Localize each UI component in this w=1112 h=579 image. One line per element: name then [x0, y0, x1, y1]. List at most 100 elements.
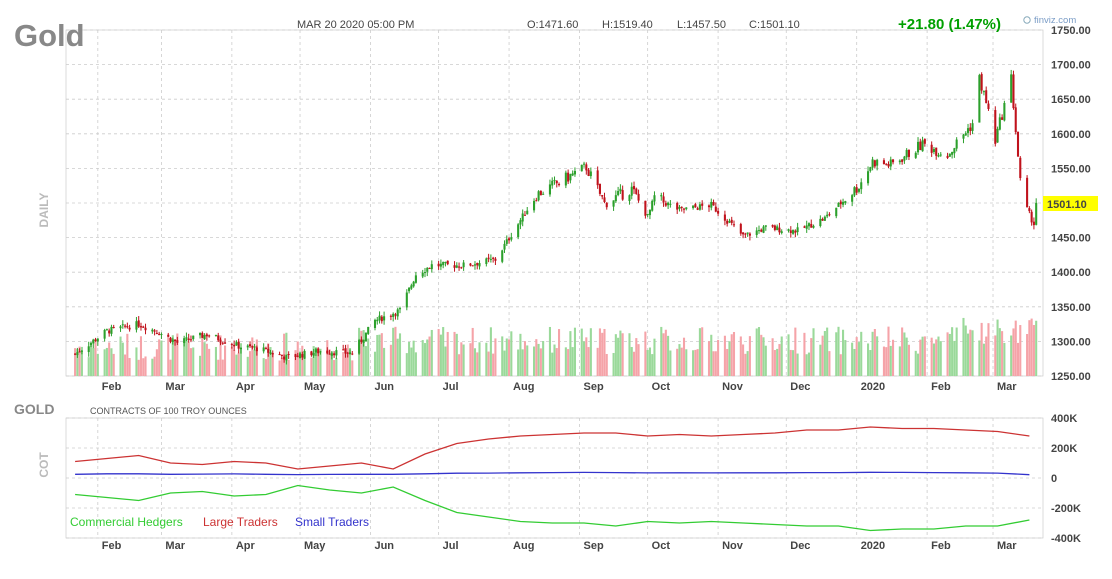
cot-tick-label: -400K [1051, 533, 1081, 545]
candle-body [426, 267, 429, 272]
volume-bar [137, 359, 140, 376]
price-tick-label: 1700.00 [1051, 60, 1091, 72]
volume-bar [453, 331, 456, 376]
candle-body [987, 103, 990, 109]
volume-bar [1026, 334, 1029, 376]
candle-body [614, 195, 617, 202]
volume-bar [930, 337, 933, 376]
volume-bar [898, 346, 901, 376]
candle-body [739, 224, 742, 234]
volume-bar [996, 319, 999, 376]
volume-bar [542, 341, 545, 376]
volume-bar [726, 348, 729, 376]
volume-bar [867, 343, 870, 376]
candle-body [635, 188, 638, 195]
candle-body [430, 264, 433, 270]
candle-body [119, 326, 122, 329]
candle-body [994, 110, 997, 144]
volume-bar [667, 335, 670, 376]
cot-subtitle: CONTRACTS OF 100 TROY OUNCES [90, 406, 247, 416]
candle-body [953, 148, 956, 154]
candle-body [192, 335, 195, 340]
candle-body [410, 285, 413, 289]
volume-bar [262, 358, 265, 376]
volume-bar [87, 357, 90, 376]
volume-bars [74, 317, 1038, 376]
candle-body [851, 195, 854, 202]
candle-body [969, 127, 972, 131]
cot-x-tick-label: Feb [102, 540, 122, 552]
volume-bar [287, 359, 290, 376]
volume-bar [644, 331, 647, 376]
volume-bar [551, 352, 554, 376]
candle-body [78, 351, 81, 353]
cot-x-tick-label: Mar [165, 540, 185, 552]
price-x-tick-label: May [304, 381, 326, 393]
candle-body [901, 159, 904, 162]
volume-bar [155, 349, 158, 376]
volume-bar [914, 350, 917, 376]
candle-body [812, 225, 815, 228]
volume-bar [789, 349, 792, 376]
volume-bar [487, 351, 490, 376]
candle-body [628, 195, 631, 201]
candle-body [889, 159, 892, 167]
volume-bar [844, 340, 847, 376]
volume-bar [732, 331, 736, 376]
volume-bar [680, 347, 683, 376]
candle-body [335, 350, 338, 356]
price-tick-label: 1350.00 [1051, 302, 1091, 314]
volume-bar [362, 330, 365, 376]
candle-body [508, 238, 511, 241]
candle-body [553, 179, 556, 181]
volume-bar [819, 344, 822, 376]
candle-body [712, 202, 715, 206]
volume-bar [269, 347, 272, 376]
candle-body [573, 170, 576, 175]
candle-body [748, 233, 751, 236]
volume-bar [714, 351, 717, 376]
volume-bar [901, 327, 904, 376]
candle-body [882, 160, 885, 165]
candle-body [1003, 102, 1006, 121]
candle-body [1010, 74, 1013, 103]
candle-body [96, 338, 99, 342]
volume-bar [871, 331, 874, 376]
volume-bar [682, 337, 686, 376]
volume-bar [503, 350, 506, 376]
volume-bar [535, 339, 538, 376]
candle-body [982, 91, 985, 93]
volume-bar [962, 317, 965, 376]
candle-body [326, 350, 329, 354]
price-x-tick-label: Jul [443, 381, 459, 393]
candle-body [348, 352, 352, 355]
candle-body [485, 258, 488, 264]
cot-legend-item: Small Traders [295, 515, 369, 529]
candle-body [80, 350, 83, 352]
candle-body [219, 339, 222, 343]
last-price-badge [1043, 196, 1098, 211]
candle-body [667, 202, 670, 206]
volume-bar [239, 343, 242, 376]
candle-body [930, 144, 933, 153]
candle-body [489, 258, 492, 260]
price-grid [66, 29, 1043, 377]
candle-body [853, 187, 856, 196]
volume-bar [442, 327, 445, 376]
price-tick-label: 1650.00 [1051, 94, 1091, 106]
candle-body [857, 188, 861, 192]
volume-bar [214, 346, 218, 376]
volume-bar [1019, 325, 1022, 376]
volume-bar [891, 339, 895, 376]
candle-body [676, 202, 679, 210]
volume-bar [378, 334, 381, 376]
candle-body [692, 205, 695, 209]
volume-bar [619, 330, 622, 376]
volume-bar [89, 345, 93, 376]
volume-bar [462, 344, 465, 376]
brand-label[interactable]: finviz.com [1034, 15, 1076, 26]
volume-bar [110, 348, 113, 376]
cot-legend: Commercial Hedgers Large Traders Small Tra… [70, 515, 369, 529]
period-label: DAILY [37, 193, 51, 228]
volume-bar [662, 333, 665, 376]
